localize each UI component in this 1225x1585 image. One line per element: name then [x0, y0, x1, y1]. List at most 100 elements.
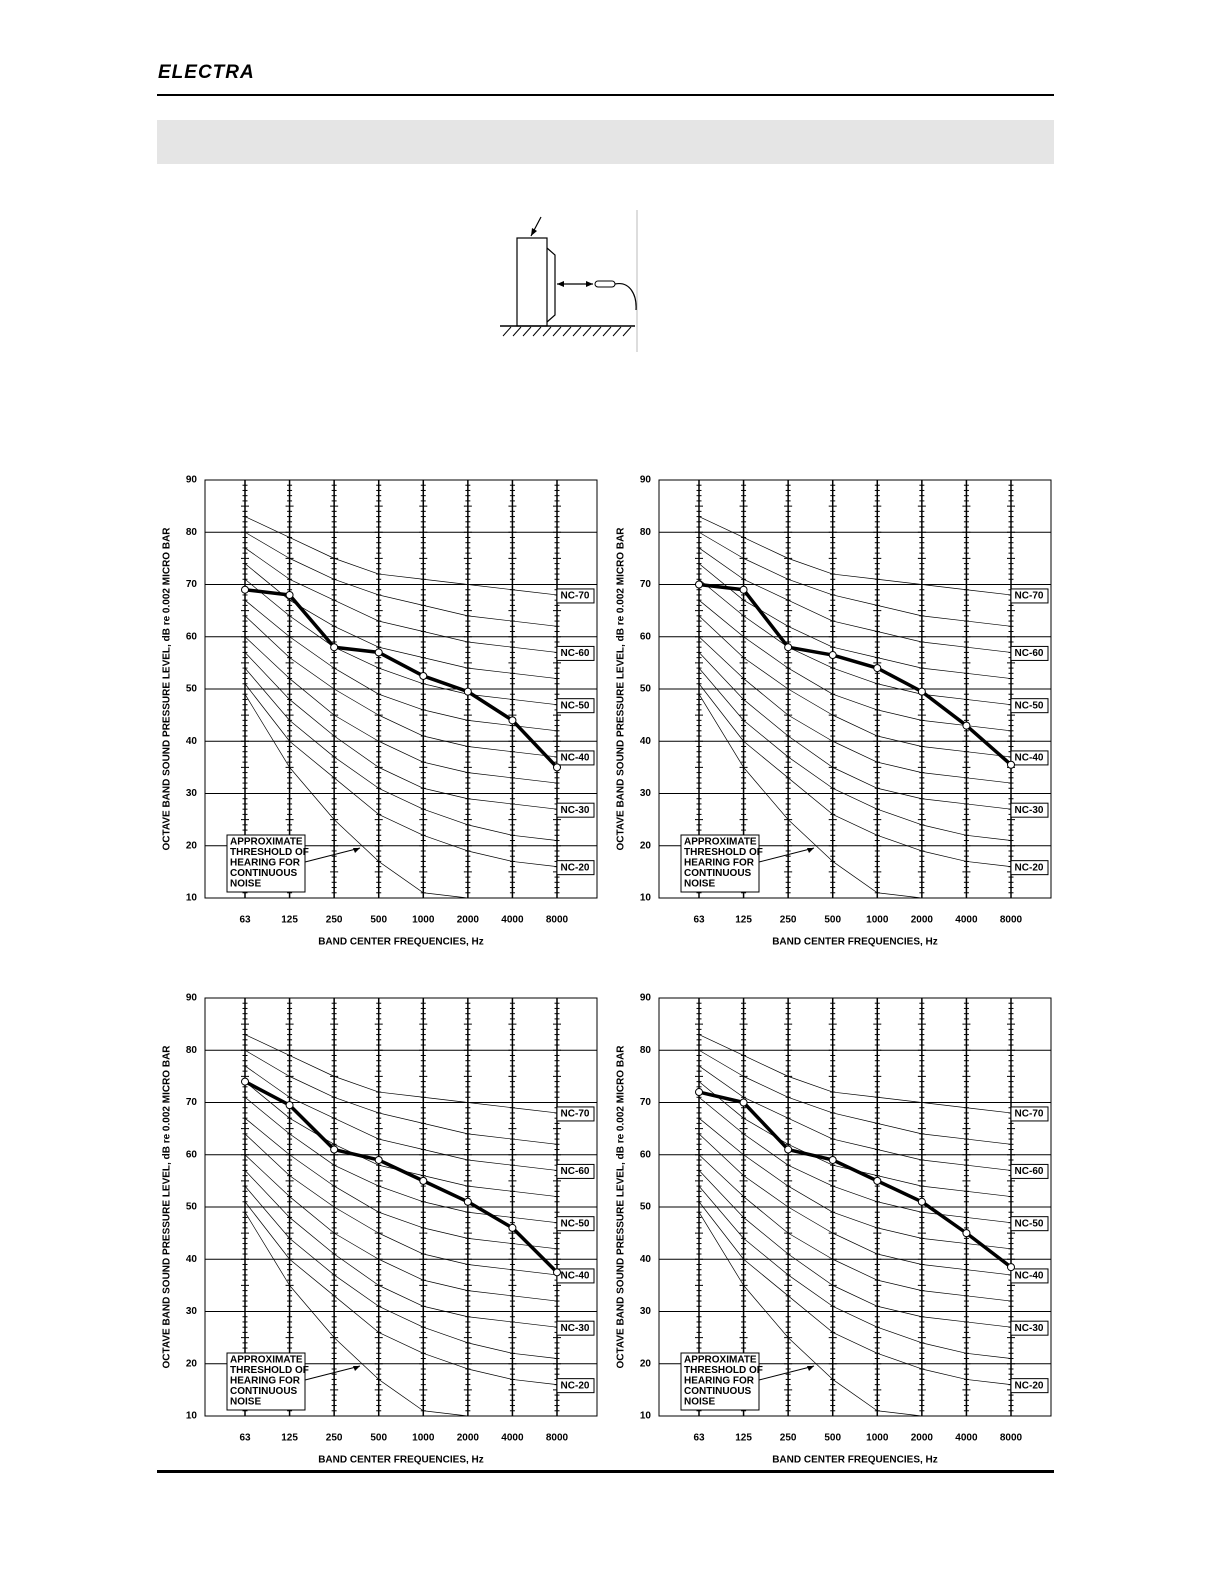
annotation-text: THRESHOLD OF: [230, 847, 309, 858]
x-tick-label: 250: [780, 1433, 797, 1444]
y-tick-label: 70: [640, 579, 652, 590]
nc-curve: [698, 599, 1012, 732]
annotation-arrow: [353, 848, 360, 853]
nc-curve: [244, 683, 558, 867]
point: [374, 1155, 383, 1164]
x-tick-label: 125: [735, 1433, 752, 1444]
nc-curve: [698, 1065, 1012, 1171]
y-tick-label: 60: [640, 631, 652, 642]
point: [917, 687, 926, 696]
point: [374, 648, 383, 657]
nc-curve: [244, 579, 558, 706]
annotation-leader: [304, 1365, 361, 1381]
nc-curve: [698, 667, 1012, 841]
nc-label: NC-20: [561, 862, 590, 873]
y-axis-title: OCTAVE BAND SOUND PRESSURE LEVEL, dB re …: [162, 1045, 173, 1369]
x-tick-label: 8000: [1000, 915, 1023, 926]
chart: 10 20 30 40 50 60 70 80 90 63 125 250 500 1000 2000 400…: [162, 475, 598, 948]
nc-curve: [698, 694, 922, 899]
nc-curve: [698, 1117, 1012, 1250]
point: [1007, 1263, 1015, 1272]
point: [873, 664, 882, 673]
x-tick-label: 8000: [546, 1433, 569, 1444]
x-tick-label: 125: [281, 1433, 298, 1444]
nc-curve: [698, 652, 1012, 810]
logo: ELECTRA: [158, 62, 255, 83]
y-axis-title: OCTAVE BAND SOUND PRESSURE LEVEL, dB re …: [162, 527, 173, 851]
y-tick-label: 50: [640, 1202, 652, 1213]
nc-curve: [698, 531, 1012, 627]
y-tick-label: 20: [640, 840, 652, 851]
nc-curve: [244, 599, 558, 732]
point: [962, 721, 971, 730]
point: [285, 1101, 294, 1110]
x-tick-label: 63: [239, 915, 251, 926]
point: [739, 1098, 748, 1107]
x-tick-label: 500: [370, 1433, 387, 1444]
x-tick-label: 250: [326, 915, 343, 926]
y-tick-label: 20: [640, 1358, 652, 1369]
nc-label: NC-20: [1015, 862, 1044, 873]
x-tick-label: 4000: [501, 915, 524, 926]
nc-label: NC-40: [1015, 1271, 1044, 1282]
annotation-text: APPROXIMATE: [230, 837, 303, 848]
annotation-box: [226, 1352, 306, 1411]
nc-curve: [244, 652, 558, 810]
annotation-text: HEARING FOR: [684, 1376, 755, 1387]
x-tick-label: 500: [824, 915, 841, 926]
point: [330, 1145, 339, 1154]
nc-curve: [698, 1170, 1012, 1328]
nc-label: NC-60: [561, 1166, 590, 1177]
nc-curve: [698, 1154, 1012, 1302]
y-tick-label: 80: [186, 527, 198, 538]
point: [828, 651, 837, 660]
measured-line: [244, 587, 559, 769]
x-tick-label: 2000: [457, 915, 480, 926]
header-rule: [157, 94, 1054, 96]
point: [508, 716, 517, 725]
x-tick-label: 125: [735, 915, 752, 926]
nc-label: NC-40: [1015, 753, 1044, 764]
nc-curve: [244, 1097, 558, 1224]
nc-label-box: [556, 1163, 595, 1179]
point: [419, 671, 428, 680]
section-bar: [157, 120, 1054, 164]
point: [241, 1077, 249, 1086]
nc-label: NC-70: [1015, 1109, 1044, 1120]
measured-line: [698, 582, 1013, 767]
nc-curve: [698, 1133, 1012, 1276]
point: [695, 1088, 703, 1097]
nc-label: NC-70: [1015, 591, 1044, 602]
nc-label: NC-20: [561, 1380, 590, 1391]
annotation-box: [226, 834, 306, 893]
annotation-text: APPROXIMATE: [230, 1355, 303, 1366]
nc-label: NC-30: [561, 1323, 590, 1334]
annotation-text: HEARING FOR: [230, 1376, 301, 1387]
y-tick-label: 80: [186, 1045, 198, 1056]
y-tick-label: 60: [186, 1149, 198, 1160]
y-tick-label: 60: [640, 1149, 652, 1160]
nc-label-box: [556, 1106, 595, 1122]
x-tick-label: 2000: [911, 1433, 934, 1444]
y-tick-label: 80: [640, 527, 652, 538]
x-tick-label: 63: [693, 915, 705, 926]
y-tick-label: 20: [186, 840, 198, 851]
y-tick-label: 40: [640, 736, 652, 747]
annotation-text: APPROXIMATE: [684, 1355, 757, 1366]
nc-curve: [244, 1034, 558, 1114]
x-axis-title: BAND CENTER FREQUENCIES, Hz: [772, 1455, 938, 1466]
point: [419, 1176, 428, 1185]
annotation-text: CONTINUOUS: [684, 1386, 752, 1397]
y-tick-label: 90: [186, 475, 198, 486]
nc-label: NC-30: [1015, 1323, 1044, 1334]
nc-label-box: [1010, 860, 1049, 876]
x-axis-title: BAND CENTER FREQUENCIES, Hz: [318, 937, 484, 948]
y-axis-title: OCTAVE BAND SOUND PRESSURE LEVEL, dB re …: [616, 527, 627, 851]
nc-label-box: [556, 645, 595, 661]
point: [330, 643, 339, 652]
nc-curve: [244, 667, 558, 841]
chart: 10 20 30 40 50 60 70 80 90 63 125 250 500 1000 2000 400…: [616, 475, 1052, 948]
y-tick-label: 50: [186, 1202, 198, 1213]
point: [828, 1155, 837, 1164]
